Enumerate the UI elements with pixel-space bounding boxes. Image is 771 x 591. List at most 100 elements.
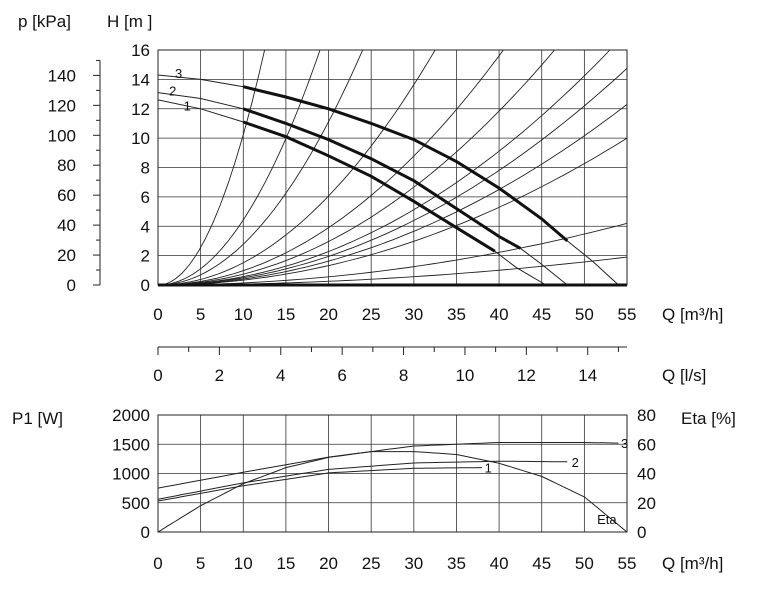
pressure-tick-label: 0: [67, 276, 76, 295]
system-curve: [157, 49, 611, 286]
power-tick-label: 1000: [112, 465, 150, 484]
flow-tick-label: 20: [319, 554, 338, 573]
power-axis-title: P1 [W]: [12, 409, 63, 428]
efficiency-tick-label: 80: [637, 406, 656, 425]
pump-curve-extension: [566, 240, 619, 286]
power-tick-label: 500: [122, 494, 150, 513]
pump-curve-operating-2: [242, 107, 522, 250]
flow-tick-label: 40: [490, 554, 509, 573]
efficiency-tick-label: 40: [637, 465, 656, 484]
efficiency-axis-title: Eta [%]: [681, 409, 736, 428]
system-curve: [157, 104, 628, 286]
pressure-tick-label: 120: [48, 96, 76, 115]
flow-tick-label: 35: [447, 305, 466, 324]
pressure-tick-label: 140: [48, 66, 76, 85]
efficiency-tick-label: 60: [637, 435, 656, 454]
system-curve: [157, 49, 321, 286]
power-tick-label: 0: [141, 523, 150, 542]
flow-tick-label: 15: [276, 554, 295, 573]
efficiency-tick-label: 0: [637, 523, 646, 542]
flow-axis-title-top: Q [m³/h]: [662, 305, 723, 324]
pump-curve-extension: [494, 250, 547, 286]
flow-tick-label: 5: [196, 305, 205, 324]
flow-tick-label: 15: [276, 305, 295, 324]
pressure-tick-label: 60: [57, 186, 76, 205]
head-tick-label: 8: [141, 159, 150, 178]
curve-label-Eta: Eta: [597, 512, 617, 527]
flow-tick-label: 50: [575, 554, 594, 573]
pump-curve-1: [157, 99, 496, 252]
power-curve-3: [157, 442, 619, 489]
flow-tick-label: 25: [362, 305, 381, 324]
head-tick-label: 14: [131, 70, 150, 89]
curve-label-1: 1: [485, 461, 492, 476]
flow-tick-label: 0: [153, 305, 162, 324]
flow-axis-title-bottom: Q [m³/h]: [662, 554, 723, 573]
flow-tick-label: 35: [447, 554, 466, 573]
head-tick-label: 2: [141, 247, 150, 266]
curve-label-2: 2: [169, 84, 176, 99]
efficiency-tick-label: 20: [637, 494, 656, 513]
flow-tick-label: 20: [319, 305, 338, 324]
pump-curve-extension: [520, 247, 568, 286]
curve-label-2: 2: [572, 455, 579, 470]
pump-curve-operating-1: [242, 120, 496, 253]
system-curve: [157, 49, 555, 286]
flow-tick-label: 55: [618, 305, 637, 324]
power-tick-label: 2000: [112, 406, 150, 425]
curve-label-3: 3: [175, 66, 182, 81]
flow-tick-label: 45: [532, 305, 551, 324]
system-curve: [157, 67, 628, 286]
system-curve: [157, 49, 364, 286]
pressure-axis-title: p [kPa]: [18, 12, 71, 31]
ls-tick-label: 4: [276, 366, 285, 385]
pressure-tick-label: 80: [57, 156, 76, 175]
flow-tick-label: 10: [234, 554, 253, 573]
system-curve: [158, 137, 628, 286]
ls-tick-label: 14: [578, 366, 597, 385]
head-axis-title: H [m ]: [107, 12, 152, 31]
flow-tick-label: 30: [404, 554, 423, 573]
system-curve: [158, 222, 628, 286]
flow-ls-axis: 0 2 4 6 8 10 12 14: [153, 346, 627, 385]
curve-label-1: 1: [184, 98, 191, 113]
pump-curve-3: [157, 74, 568, 242]
flow-ls-axis-title: Q [l/s]: [662, 366, 706, 385]
head-tick-label: 12: [131, 100, 150, 119]
power-curve-2: [157, 460, 568, 500]
plot-frame: [157, 414, 628, 533]
flow-tick-label: 25: [362, 554, 381, 573]
flow-tick-label: 55: [618, 554, 637, 573]
flow-tick-label: 0: [153, 554, 162, 573]
system-curve: [157, 49, 504, 286]
flow-tick-label: 45: [532, 554, 551, 573]
ls-tick-label: 6: [337, 366, 346, 385]
flow-tick-label: 10: [234, 305, 253, 324]
head-tick-label: 6: [141, 188, 150, 207]
head-tick-label: 16: [131, 41, 150, 60]
head-tick-label: 0: [141, 276, 150, 295]
pressure-tick-label: 20: [57, 246, 76, 265]
system-curve: [157, 49, 436, 286]
power-tick-label: 1500: [112, 435, 150, 454]
pressure-tick-label: 40: [57, 216, 76, 235]
pump-curve-operating-3: [242, 85, 569, 243]
power-curve-1: [157, 467, 483, 502]
flow-tick-label: 30: [404, 305, 423, 324]
flow-tick-label: 5: [196, 554, 205, 573]
flow-tick-label: 50: [575, 305, 594, 324]
head-tick-label: 10: [131, 129, 150, 148]
flow-tick-label: 40: [490, 305, 509, 324]
ls-tick-label: 8: [399, 366, 408, 385]
pressure-tick-label: 100: [48, 126, 76, 145]
power-curve-Eta: [157, 451, 628, 533]
ls-tick-label: 2: [215, 366, 224, 385]
head-tick-label: 4: [141, 217, 150, 236]
curve-label-3: 3: [621, 436, 628, 451]
ls-tick-label: 10: [455, 366, 474, 385]
ls-tick-label: 0: [153, 366, 162, 385]
ls-tick-label: 12: [517, 366, 536, 385]
power-plot: 0 500 1000 1500 2000 0 20 40 60 80 0 5 10 15 20 25 30 35 4…: [112, 406, 656, 573]
